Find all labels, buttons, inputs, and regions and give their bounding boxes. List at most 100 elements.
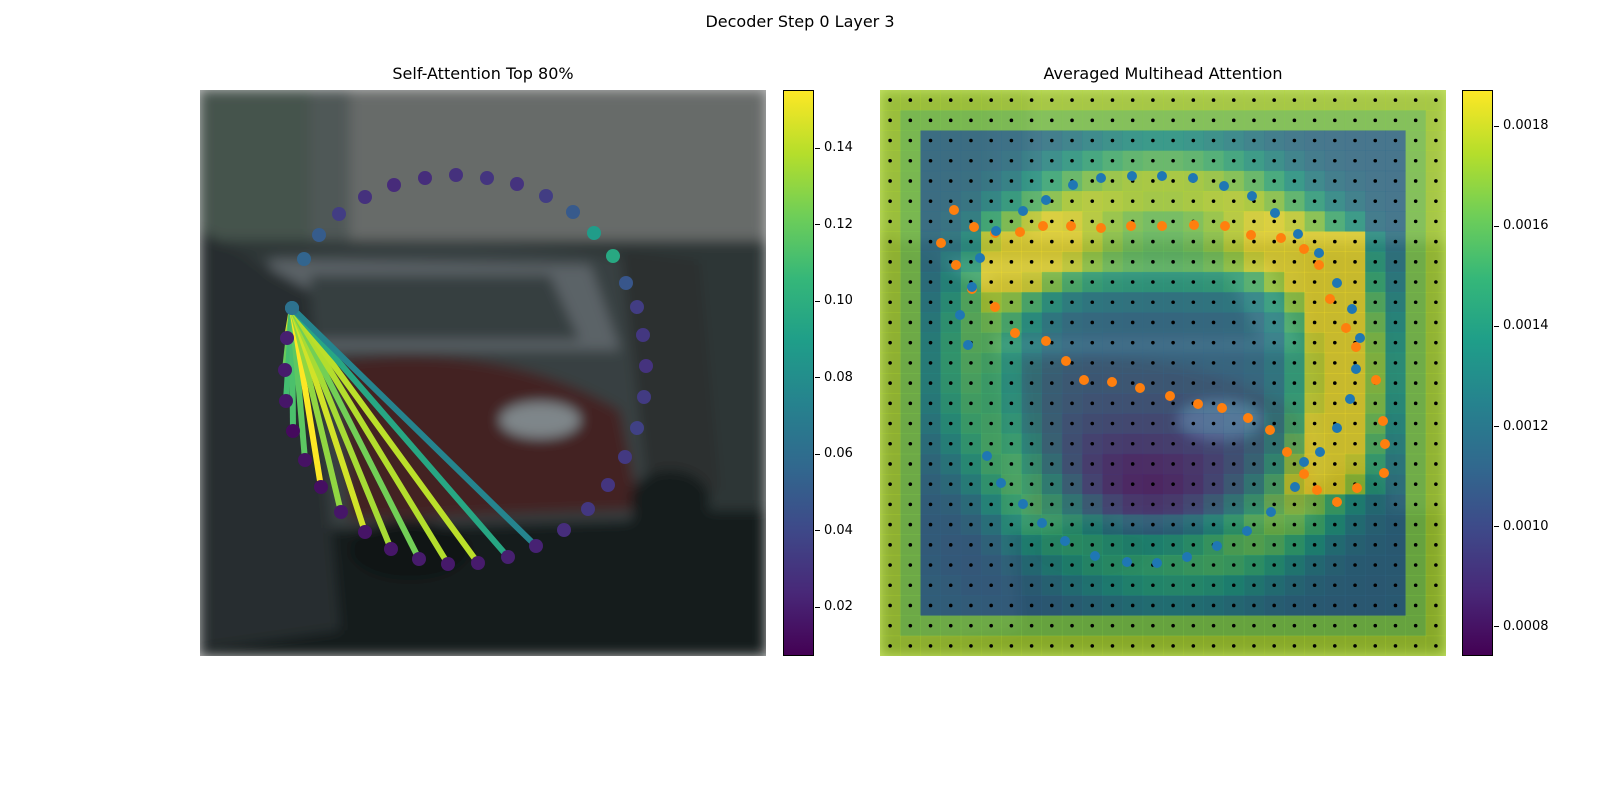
- grid-dot: [1434, 98, 1438, 102]
- query-point: [510, 177, 524, 191]
- grid-dot: [1151, 98, 1155, 102]
- grid-dot: [1110, 441, 1115, 446]
- query-point: [1293, 229, 1303, 239]
- grid-dot: [908, 138, 913, 143]
- grid-dot: [1191, 300, 1196, 305]
- grid-dot: [1353, 401, 1357, 406]
- grid-dot: [1413, 219, 1418, 224]
- grid-dot: [1272, 98, 1276, 102]
- grid-dot: [1231, 543, 1236, 547]
- grid-dot: [928, 199, 933, 203]
- grid-dot: [1090, 583, 1095, 588]
- grid-dot: [1373, 644, 1378, 648]
- grid-dot: [1009, 320, 1014, 325]
- grid-dot: [1009, 199, 1014, 203]
- colorbar-tick: [1494, 225, 1499, 227]
- grid-dot: [969, 522, 973, 527]
- grid-dot: [1373, 361, 1378, 365]
- attention-lines: [282, 305, 539, 566]
- grid-dot: [1353, 158, 1357, 163]
- grid-dot: [1393, 623, 1398, 628]
- grid-dot: [928, 441, 933, 446]
- grid-dot: [1211, 340, 1216, 345]
- reference-point: [1352, 483, 1362, 493]
- grid-dot: [1312, 199, 1317, 203]
- grid-dot: [1029, 340, 1034, 345]
- grid-dot: [989, 280, 993, 284]
- grid-dot: [1393, 118, 1398, 123]
- grid-dot: [1029, 563, 1034, 567]
- colorbar-tick-label: 0.0016: [1503, 218, 1549, 234]
- background-shape: [350, 90, 766, 240]
- grid-dot: [1373, 199, 1378, 203]
- grid-dot: [1090, 563, 1095, 567]
- grid-dot: [928, 219, 933, 224]
- grid-dot: [1211, 462, 1216, 466]
- reference-point: [1165, 391, 1175, 401]
- grid-dot: [1333, 462, 1337, 466]
- grid-dot: [989, 118, 993, 123]
- grid-dot: [969, 138, 973, 143]
- grid-dot: [1171, 401, 1175, 406]
- grid-dot: [1009, 421, 1014, 426]
- colorbar-tick: [815, 530, 820, 532]
- grid-dot: [1434, 138, 1438, 143]
- grid-dot: [1130, 199, 1135, 203]
- grid-dot: [1070, 300, 1074, 305]
- query-point: [539, 189, 553, 203]
- grid-dot: [969, 603, 973, 608]
- grid-dot: [1050, 361, 1054, 365]
- grid-dot: [1373, 522, 1378, 527]
- grid-dot: [928, 421, 933, 426]
- grid-dot: [1009, 502, 1014, 507]
- grid-dot: [1312, 98, 1317, 102]
- grid-dot: [1009, 280, 1014, 284]
- query-point: [1219, 181, 1229, 191]
- grid-dot: [1373, 239, 1378, 244]
- grid-dot: [948, 421, 953, 426]
- query-point: [1347, 304, 1357, 314]
- grid-dot: [1434, 563, 1438, 567]
- grid-dot: [1413, 199, 1418, 203]
- colorbar-tick: [1494, 325, 1499, 327]
- grid-dot: [1191, 502, 1196, 507]
- grid-dot: [1009, 522, 1014, 527]
- grid-dot: [1171, 199, 1175, 203]
- grid-dot: [1029, 219, 1034, 224]
- grid-dot: [1292, 280, 1297, 284]
- colorbar-tick-label: 0.0018: [1503, 118, 1549, 134]
- query-point: [601, 478, 615, 492]
- grid-dot: [1312, 401, 1317, 406]
- grid-dot: [1353, 361, 1357, 365]
- grid-dots: [888, 98, 1438, 648]
- grid-dot: [1434, 340, 1438, 345]
- grid-dot: [1292, 98, 1297, 102]
- grid-dot: [1151, 381, 1155, 385]
- grid-dot: [1393, 401, 1398, 406]
- grid-dot: [1171, 300, 1175, 305]
- grid-dot: [928, 502, 933, 507]
- grid-dot: [1413, 543, 1418, 547]
- grid-dot: [1009, 583, 1014, 588]
- query-point: [618, 450, 632, 464]
- grid-dot: [1252, 421, 1256, 426]
- grid-dot: [1272, 199, 1276, 203]
- grid-dot: [1029, 381, 1034, 385]
- multihead-attention-panel: [880, 90, 1446, 656]
- grid-dot: [948, 239, 953, 244]
- grid-dot: [1312, 340, 1317, 345]
- reference-point: [1379, 468, 1389, 478]
- colorbar-tick: [815, 147, 820, 149]
- grid-dot: [1050, 603, 1054, 608]
- grid-dot: [1292, 522, 1297, 527]
- grid-dot: [1413, 644, 1418, 648]
- grid-dot: [1090, 179, 1095, 183]
- query-point: [1182, 552, 1192, 562]
- grid-dot: [948, 219, 953, 224]
- grid-dot: [1353, 300, 1357, 305]
- grid-dot: [1272, 239, 1276, 244]
- grid-dot: [1110, 300, 1115, 305]
- grid-dot: [1231, 340, 1236, 345]
- grid-dot: [1373, 320, 1378, 325]
- grid-dot: [1211, 563, 1216, 567]
